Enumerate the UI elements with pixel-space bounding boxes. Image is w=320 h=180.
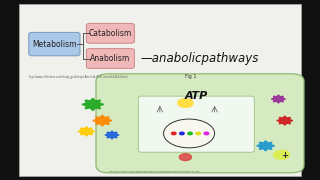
Circle shape — [178, 99, 193, 107]
FancyBboxPatch shape — [29, 32, 80, 56]
Polygon shape — [93, 115, 112, 126]
Text: Metabolism: Metabolism — [32, 40, 77, 49]
Text: —anabolicpathways: —anabolicpathways — [141, 52, 259, 65]
Circle shape — [274, 150, 290, 159]
Circle shape — [204, 132, 209, 135]
Text: ATP: ATP — [185, 91, 208, 101]
Circle shape — [172, 132, 176, 135]
Ellipse shape — [164, 119, 215, 148]
FancyBboxPatch shape — [139, 96, 254, 152]
Text: Anabolism: Anabolism — [90, 54, 131, 63]
Polygon shape — [257, 141, 275, 151]
FancyBboxPatch shape — [86, 23, 134, 43]
Circle shape — [188, 132, 192, 135]
Circle shape — [180, 132, 184, 135]
Text: Catabolism: Catabolism — [89, 29, 132, 38]
FancyBboxPatch shape — [86, 49, 134, 68]
Text: +: + — [281, 151, 288, 160]
Polygon shape — [78, 127, 95, 136]
FancyBboxPatch shape — [96, 74, 304, 173]
Polygon shape — [277, 116, 293, 125]
Circle shape — [196, 132, 201, 135]
Text: Fig 1: Fig 1 — [185, 74, 196, 79]
Text: http://www.cliffsnotes.com/study_guide/topicArticleId-8741,articleId-8614.html: http://www.cliffsnotes.com/study_guide/t… — [29, 75, 128, 78]
FancyBboxPatch shape — [19, 4, 301, 176]
Polygon shape — [105, 131, 119, 139]
Text: http://abcvi.about.com/od/glucosemetabolism/ig/Metabolism-and-Energy/ATP_jpg: http://abcvi.about.com/od/glucosemetabol… — [109, 170, 200, 172]
Circle shape — [179, 154, 191, 161]
Polygon shape — [82, 98, 104, 111]
Polygon shape — [271, 95, 285, 103]
